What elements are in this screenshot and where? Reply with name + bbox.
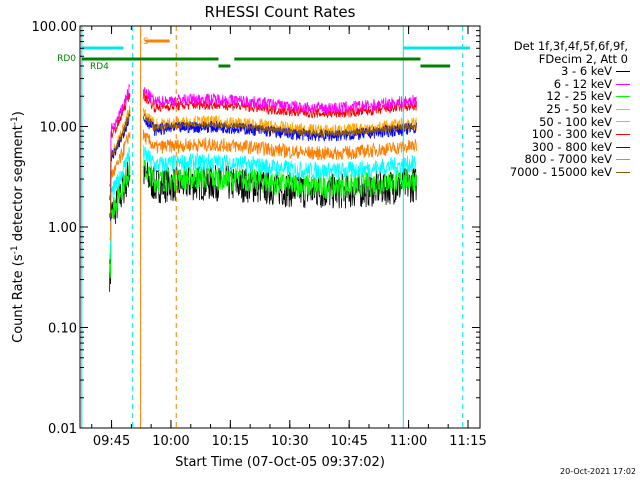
- chart-title: RHESSI Count Rates: [205, 3, 356, 21]
- legend-swatch: [616, 70, 630, 72]
- legend-swatch: [616, 108, 630, 110]
- x-tick-label: 10:45: [330, 434, 367, 449]
- series-line: [142, 87, 417, 115]
- chart-legend: Det 1f,3f,4f,5f,6f,9f, FDecim 2, Att 0 3…: [478, 40, 638, 179]
- x-tick-label: 10:00: [152, 434, 189, 449]
- plot-frame: [79, 25, 481, 429]
- y-tick-label: 0.10: [48, 322, 77, 337]
- legend-item: 3 - 6 keV: [478, 65, 638, 78]
- legend-header-2: FDecim 2, Att 0: [538, 51, 628, 66]
- series-line: [142, 116, 417, 142]
- legend-label: 25 - 50 keV: [546, 101, 612, 116]
- legend-swatch: [616, 159, 630, 161]
- y-tick-label: 1.00: [48, 221, 77, 236]
- x-tick-label: 11:15: [449, 434, 486, 449]
- legend-label: 12 - 25 keV: [546, 89, 612, 104]
- legend-label: 50 - 100 keV: [539, 114, 612, 129]
- x-tick-label: 10:30: [271, 434, 308, 449]
- legend-item: 100 - 300 keV: [478, 128, 638, 141]
- legend-swatch: [616, 146, 630, 148]
- series-line: [109, 146, 131, 260]
- legend-swatch: [616, 83, 630, 85]
- legend-item: 800 - 7000 keV: [478, 153, 638, 166]
- legend-swatch: [616, 171, 630, 173]
- y-tick-label: 10.00: [40, 121, 77, 136]
- legend-label: 7000 - 15000 keV: [509, 164, 612, 179]
- x-tick-label: 10:15: [212, 434, 249, 449]
- legend-swatch: [616, 133, 630, 135]
- legend-label: 6 - 12 keV: [553, 76, 612, 91]
- y-tick-label: 0.01: [48, 422, 77, 437]
- series-line: [142, 113, 417, 138]
- legend-label: 100 - 300 keV: [531, 127, 612, 142]
- x-axis-label: Start Time (07-Oct-05 09:37:02): [175, 455, 385, 470]
- x-tick-label: 11:00: [390, 434, 427, 449]
- legend-label: 300 - 800 keV: [531, 139, 612, 154]
- legend-swatch: [616, 96, 630, 98]
- series-line: [142, 129, 417, 161]
- legend-label: 3 - 6 keV: [561, 64, 612, 79]
- legend-item: 6 - 12 keV: [478, 78, 638, 91]
- series-line: [109, 84, 131, 191]
- legend-item: 300 - 800 keV: [478, 141, 638, 154]
- rd0-flag-label: RD0: [57, 54, 76, 64]
- legend-item: 50 - 100 keV: [478, 114, 638, 129]
- legend-item: 7000 - 15000 keV: [478, 166, 638, 179]
- y-axis-label: Count Rate (s-1 detector segment-1): [10, 111, 26, 343]
- y-tick-label: 100.00: [32, 20, 78, 35]
- series-line: [142, 90, 417, 119]
- series-line: [109, 131, 131, 242]
- x-tick-label: 09:45: [93, 434, 130, 449]
- legend-header-1: Det 1f,3f,4f,5f,6f,9f,: [513, 39, 628, 53]
- series-line: [109, 92, 131, 201]
- legend-swatch: [616, 121, 630, 123]
- legend-item: 12 - 25 keV: [478, 90, 638, 103]
- legend-item: 25 - 50 keV: [478, 103, 638, 116]
- rd4-flag-label: RD4: [90, 62, 109, 72]
- footer-date: 20-Oct-2021 17:02: [560, 467, 636, 476]
- series-line: [109, 156, 131, 279]
- series-line: [142, 145, 417, 181]
- saa-flag-label: S: [143, 37, 149, 47]
- series-line: [142, 159, 417, 199]
- series-line: [109, 109, 131, 219]
- legend-label: 800 - 7000 keV: [524, 152, 612, 167]
